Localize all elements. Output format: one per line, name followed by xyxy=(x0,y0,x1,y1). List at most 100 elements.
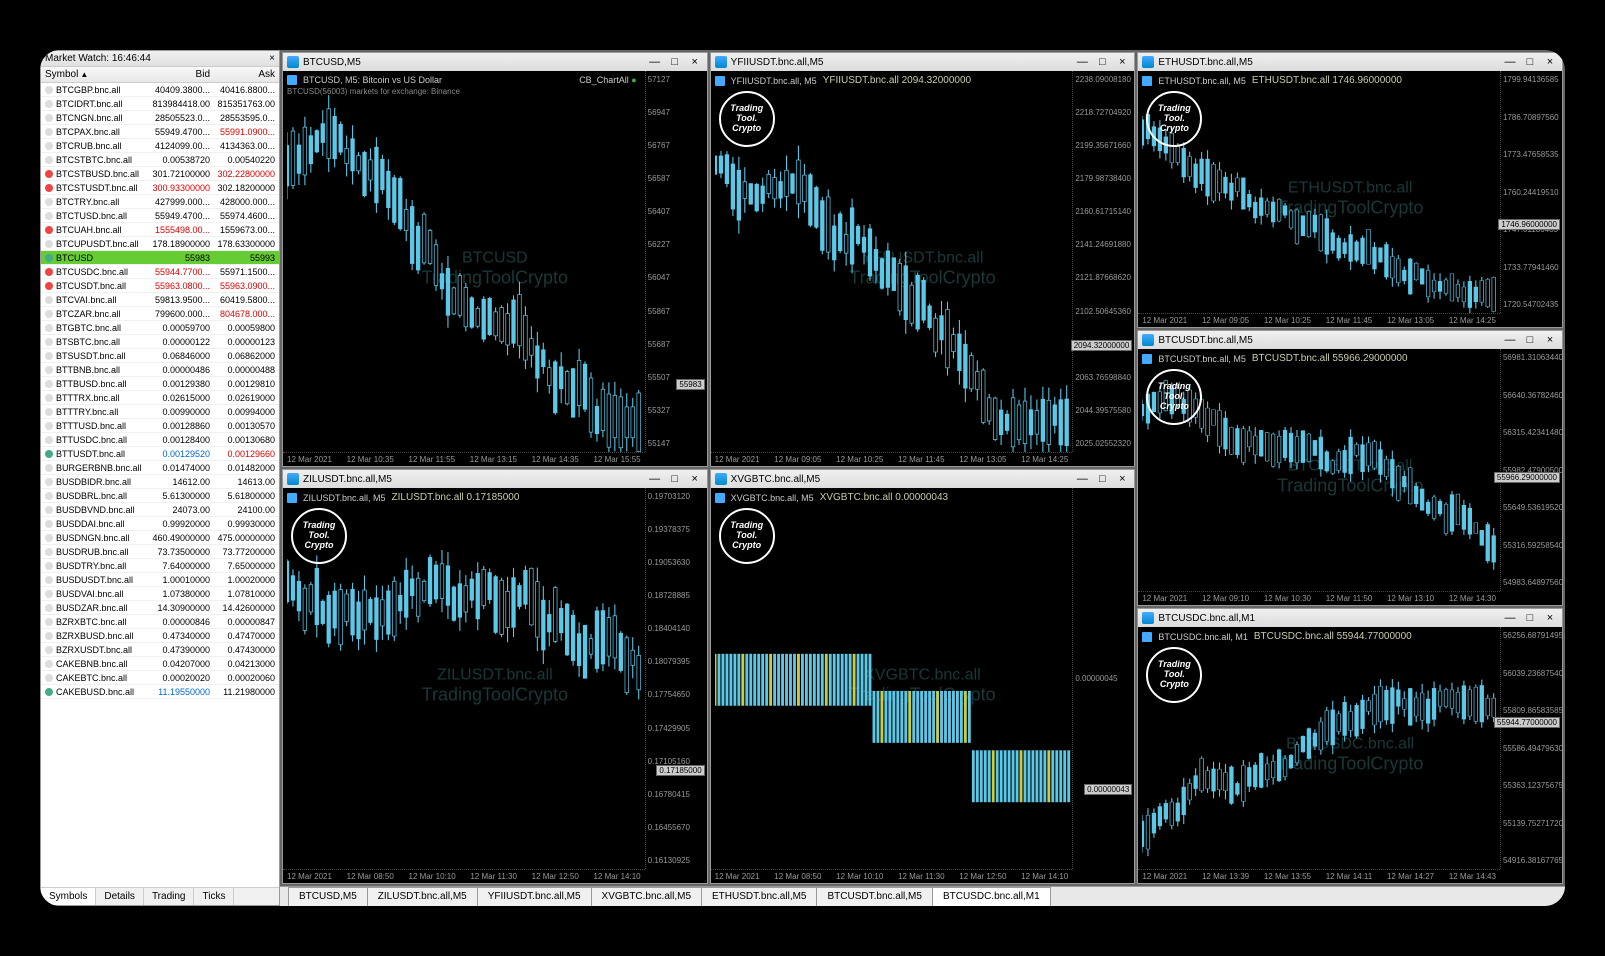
chart-tab[interactable]: XVGBTC.bnc.all,M5 xyxy=(591,887,702,906)
minimize-button[interactable]: — xyxy=(647,55,663,69)
chart-canvas[interactable]: BTCUSD, M5: Bitcoin vs US DollarCB_Chart… xyxy=(283,71,707,466)
market-watch-row[interactable]: BUSDVAI.bnc.all1.073800001.07810000 xyxy=(41,587,279,601)
market-watch-row[interactable]: BTTUSDT.bnc.all0.001295200.00129660 xyxy=(41,447,279,461)
market-watch-row[interactable]: BUSDBRL.bnc.all5.613000005.61800000 xyxy=(41,489,279,503)
market-watch-row[interactable]: BTTTRX.bnc.all0.026150000.02619000 xyxy=(41,391,279,405)
market-watch-row[interactable]: BTCUSD5598355993 xyxy=(41,251,279,265)
maximize-button[interactable]: □ xyxy=(667,472,683,486)
market-watch-row[interactable]: BTCTUSD.bnc.all55949.4700...55974.4600..… xyxy=(41,209,279,223)
market-watch-row[interactable]: CAKEBTC.bnc.all0.000200200.00020060 xyxy=(41,671,279,685)
maximize-button[interactable]: □ xyxy=(1094,55,1110,69)
maximize-button[interactable]: □ xyxy=(1522,333,1538,347)
market-watch-row[interactable]: BTTTRY.bnc.all0.009900000.00994000 xyxy=(41,405,279,419)
close-button[interactable]: × xyxy=(1542,333,1558,347)
market-watch-row[interactable]: BUSDNGN.bnc.all460.49000000475.00000000 xyxy=(41,531,279,545)
chart-titlebar[interactable]: BTCUSD,M5—□× xyxy=(283,53,707,71)
market-watch-row[interactable]: BUSDBIDR.bnc.all14612.0014613.00 xyxy=(41,475,279,489)
market-watch-row[interactable]: BTCUAH.bnc.all1555498.00...1559673.00... xyxy=(41,223,279,237)
market-watch-row[interactable]: BTCSTUSDT.bnc.all300.93300000302.1820000… xyxy=(41,181,279,195)
market-watch-tab[interactable]: Ticks xyxy=(194,888,234,905)
market-watch-row[interactable]: CAKEBUSD.bnc.all11.1955000011.21980000 xyxy=(41,685,279,699)
market-watch-tab[interactable]: Trading xyxy=(144,888,195,905)
chart-titlebar[interactable]: BTCUSDC.bnc.all,M1—□× xyxy=(1138,609,1562,627)
market-watch-row[interactable]: BZRXUSDT.bnc.all0.473900000.47430000 xyxy=(41,643,279,657)
chart-canvas[interactable]: ZILUSDT.bnc.all, M5ZILUSDT.bnc.all 0.171… xyxy=(283,488,707,883)
market-watch-row[interactable]: BTTTUSD.bnc.all0.001288600.00130570 xyxy=(41,419,279,433)
chart-titlebar[interactable]: BTCUSDT.bnc.all,M5—□× xyxy=(1138,331,1562,349)
close-button[interactable]: × xyxy=(687,55,703,69)
chart-titlebar[interactable]: ZILUSDT.bnc.all,M5—□× xyxy=(283,470,707,488)
market-watch-row[interactable]: BUSDDAI.bnc.all0.999200000.99930000 xyxy=(41,517,279,531)
chart-titlebar[interactable]: ETHUSDT.bnc.all,M5—□× xyxy=(1138,53,1562,71)
close-icon[interactable]: × xyxy=(269,53,275,64)
market-watch-row[interactable]: BUSDBVND.bnc.all24073.0024100.00 xyxy=(41,503,279,517)
y-axis-tick: 56315.42341480 xyxy=(1503,428,1560,437)
maximize-button[interactable]: □ xyxy=(1522,55,1538,69)
col-header-bid[interactable]: Bid xyxy=(149,67,214,82)
chart-canvas[interactable]: BTCUSDT.bnc.all, M5BTCUSDT.bnc.all 55966… xyxy=(1138,349,1562,605)
market-watch-row[interactable]: BTCSTBTC.bnc.all0.005387200.00540220 xyxy=(41,153,279,167)
market-watch-tab[interactable]: Details xyxy=(96,888,144,905)
market-watch-header[interactable]: Symbol ▲ Bid Ask xyxy=(41,67,279,83)
minimize-button[interactable]: — xyxy=(1074,55,1090,69)
close-button[interactable]: × xyxy=(1542,611,1558,625)
market-watch-row[interactable]: BTCNGN.bnc.all28505523.0...28553595.0... xyxy=(41,111,279,125)
chart-tab[interactable]: BTCUSDT.bnc.all,M5 xyxy=(816,887,932,906)
market-watch-row[interactable]: BUSDTRY.bnc.all7.640000007.65000000 xyxy=(41,559,279,573)
minimize-button[interactable]: — xyxy=(1502,333,1518,347)
market-watch-row[interactable]: BTCPAX.bnc.all55949.4700...55991.0900... xyxy=(41,125,279,139)
market-watch-row[interactable]: BTSBTC.bnc.all0.000001220.00000123 xyxy=(41,335,279,349)
market-watch-row[interactable]: BUSDRUB.bnc.all73.7350000073.77200000 xyxy=(41,545,279,559)
chart-canvas[interactable]: XVGBTC.bnc.all, M5XVGBTC.bnc.all 0.00000… xyxy=(711,488,1135,883)
close-button[interactable]: × xyxy=(1542,55,1558,69)
market-watch-tab[interactable]: Symbols xyxy=(41,888,96,905)
market-watch-row[interactable]: BUSDZAR.bnc.all14.3090000014.42600000 xyxy=(41,601,279,615)
chart-canvas[interactable]: BTCUSDC.bnc.all, M1BTCUSDC.bnc.all 55944… xyxy=(1138,627,1562,883)
y-axis-tick: 56640.36782460 xyxy=(1503,391,1560,400)
market-watch-list[interactable]: BTCGBP.bnc.all40409.3800...40416.8800...… xyxy=(41,83,279,887)
chart-tab[interactable]: YFIIUSDT.bnc.all,M5 xyxy=(477,887,592,906)
chart-tab[interactable]: BTCUSD,M5 xyxy=(288,887,368,906)
market-watch-row[interactable]: BTCTRY.bnc.all427999.000...428000.000... xyxy=(41,195,279,209)
market-watch-row[interactable]: BTTBNB.bnc.all0.000004860.00000488 xyxy=(41,363,279,377)
market-watch-row[interactable]: BTCZAR.bnc.all799600.000...804678.000... xyxy=(41,307,279,321)
x-axis-tick: 12 Mar 10:10 xyxy=(836,872,883,881)
market-watch-row[interactable]: BTCUSDC.bnc.all55944.7700...55971.1500..… xyxy=(41,265,279,279)
chart-titlebar[interactable]: YFIIUSDT.bnc.all,M5—□× xyxy=(711,53,1135,71)
market-watch-row[interactable]: BTCGBP.bnc.all40409.3800...40416.8800... xyxy=(41,83,279,97)
market-watch-row[interactable]: BTTUSDC.bnc.all0.001284000.00130680 xyxy=(41,433,279,447)
market-watch-row[interactable]: BZRXBTC.bnc.all0.000008460.00000847 xyxy=(41,615,279,629)
market-watch-row[interactable]: BUSDUSDT.bnc.all1.000100001.00020000 xyxy=(41,573,279,587)
market-watch-row[interactable]: BTCIDRT.bnc.all813984418.00815351763.00 xyxy=(41,97,279,111)
market-watch-row[interactable]: BTCUPUSDT.bnc.all178.18900000178.6330000… xyxy=(41,237,279,251)
minimize-button[interactable]: — xyxy=(647,472,663,486)
market-watch-row[interactable]: BTCSTBUSD.bnc.all301.72100000302.2280000… xyxy=(41,167,279,181)
market-watch-row[interactable]: BTGBTC.bnc.all0.000597000.00059800 xyxy=(41,321,279,335)
market-watch-row[interactable]: CAKEBNB.bnc.all0.042070000.04213000 xyxy=(41,657,279,671)
maximize-button[interactable]: □ xyxy=(1094,472,1110,486)
minimize-button[interactable]: — xyxy=(1074,472,1090,486)
chart-canvas[interactable]: ETHUSDT.bnc.all, M5ETHUSDT.bnc.all 1746.… xyxy=(1138,71,1562,327)
market-watch-row[interactable]: BURGERBNB.bnc.all0.014740000.01482000 xyxy=(41,461,279,475)
close-button[interactable]: × xyxy=(1114,472,1130,486)
minimize-button[interactable]: — xyxy=(1502,611,1518,625)
market-watch-row[interactable]: BZRXBUSD.bnc.all0.473400000.47470000 xyxy=(41,629,279,643)
market-watch-row[interactable]: BTSUSDT.bnc.all0.068460000.06862000 xyxy=(41,349,279,363)
market-watch-row[interactable]: BTCRUB.bnc.all4124099.00...4134363.00... xyxy=(41,139,279,153)
close-button[interactable]: × xyxy=(1114,55,1130,69)
chart-tab[interactable]: BTCUSDC.bnc.all,M1 xyxy=(932,887,1051,906)
chart-canvas[interactable]: YFIIUSDT.bnc.all, M5YFIIUSDT.bnc.all 209… xyxy=(711,71,1135,466)
maximize-button[interactable]: □ xyxy=(1522,611,1538,625)
market-watch-row[interactable]: BTCVAI.bnc.all59813.9500...60419.5800... xyxy=(41,293,279,307)
chart-tab[interactable]: ZILUSDT.bnc.all,M5 xyxy=(367,887,478,906)
minimize-button[interactable]: — xyxy=(1502,55,1518,69)
market-watch-row[interactable]: BTCUSDT.bnc.all55963.0800...55963.0900..… xyxy=(41,279,279,293)
chart-tab[interactable]: ETHUSDT.bnc.all,M5 xyxy=(701,887,817,906)
market-watch-row[interactable]: BTTBUSD.bnc.all0.001293800.00129810 xyxy=(41,377,279,391)
maximize-button[interactable]: □ xyxy=(667,55,683,69)
close-button[interactable]: × xyxy=(687,472,703,486)
col-header-symbol[interactable]: Symbol ▲ xyxy=(41,67,149,82)
chart-titlebar[interactable]: XVGBTC.bnc.all,M5—□× xyxy=(711,470,1135,488)
bid-value: 55949.4700... xyxy=(149,211,214,221)
col-header-ask[interactable]: Ask xyxy=(214,67,279,82)
